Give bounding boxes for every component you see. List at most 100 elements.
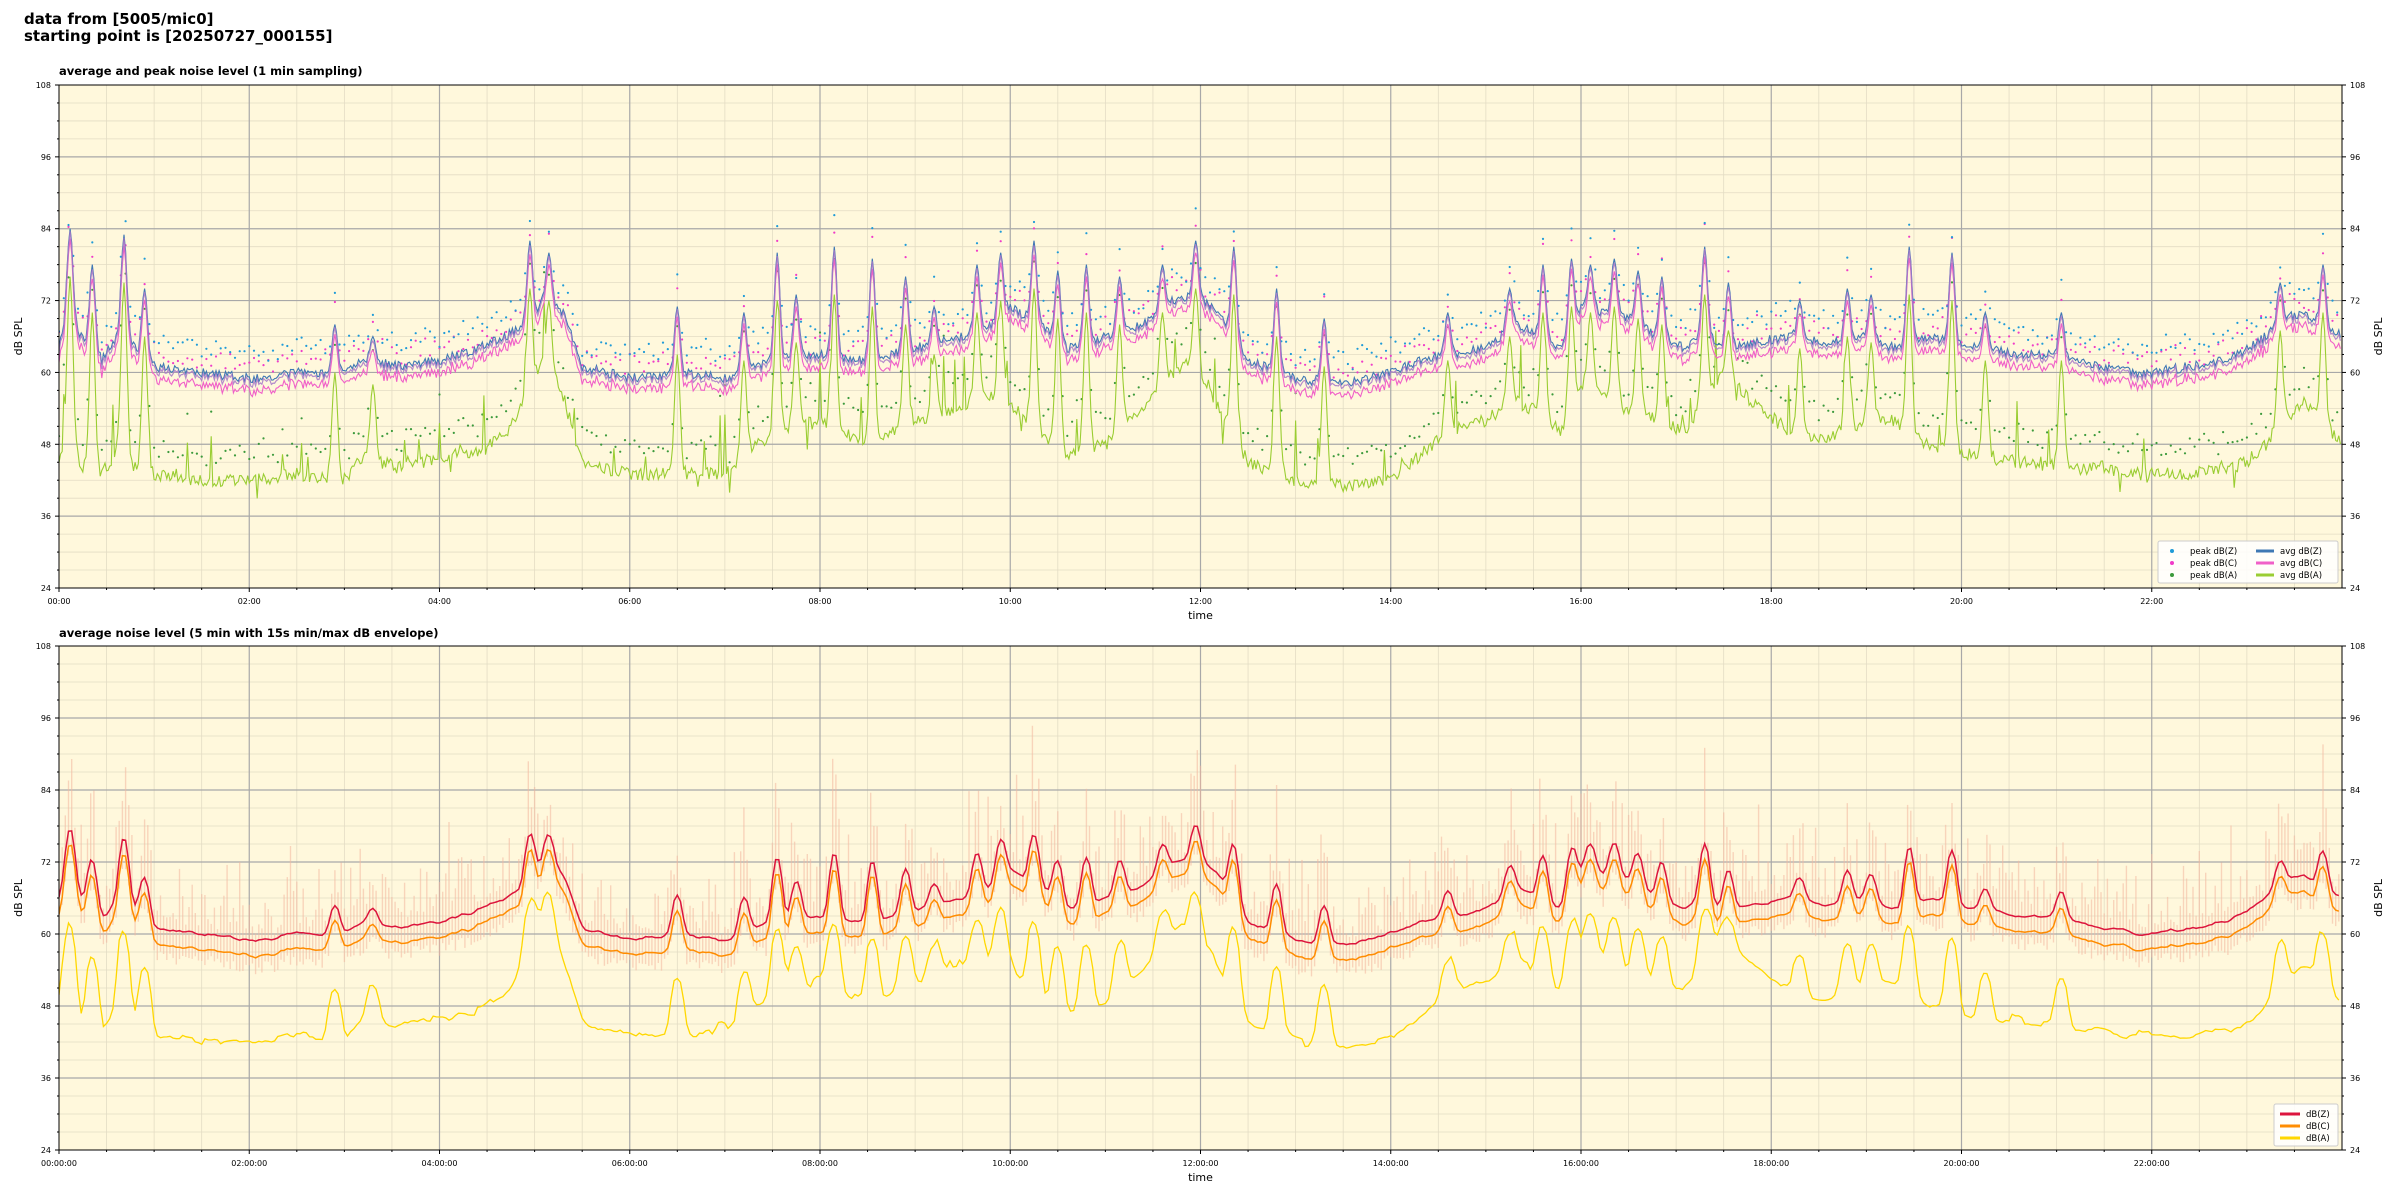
- chart-1-xtick-label: 18:00: [1760, 597, 1783, 606]
- chart-1-peak-z-point: [1803, 311, 1806, 314]
- chart-1-peak-z-point: [1793, 307, 1797, 310]
- chart-1-peak-z-point: [2022, 325, 2025, 329]
- chart-1-peak-z-point: [2003, 323, 2006, 326]
- chart-1-peak-z-point: [2093, 335, 2096, 338]
- chart-1-peak-z-point: [2222, 333, 2225, 336]
- chart-1-peak-a-point: [100, 448, 103, 451]
- chart-1-peak-z-point: [1527, 315, 1530, 318]
- chart-1-peak-c-point: [2203, 363, 2206, 366]
- chart-2-ytick-label-left: 84: [41, 786, 51, 795]
- chart-1-peak-a-point: [462, 417, 465, 420]
- chart-1-peak-z-point: [980, 284, 983, 287]
- chart-1-peak-a-point: [1437, 411, 1440, 415]
- chart-1-peak-c-point: [1142, 303, 1145, 306]
- chart-1-peak-a-point: [1465, 401, 1468, 404]
- chart-1-peak-c-point: [1128, 309, 1131, 312]
- chart-1-peak-c-point: [823, 339, 826, 342]
- chart-1-peak-c-point: [2174, 344, 2177, 347]
- chart-1-peak-c-point: [723, 357, 727, 360]
- chart-1-peak-c-point: [1908, 235, 1911, 238]
- chart-1-peak-z-point: [2188, 338, 2191, 341]
- source-line: data from [5005/mic0]: [24, 10, 214, 28]
- chart-1-peak-z-point: [990, 301, 993, 304]
- chart-1-peak-c-point: [1337, 368, 1340, 371]
- chart-1-peak-c-point: [1199, 268, 1202, 271]
- chart-1-peak-z-point: [1722, 307, 1725, 311]
- chart-1-peak-c-point: [1313, 365, 1316, 368]
- chart-1-peak-a-point: [2008, 436, 2011, 439]
- chart-1-peak-c-point: [1846, 269, 1849, 272]
- chart-1-peak-c-point: [1170, 276, 1174, 279]
- chart-1-peak-a-point: [1199, 328, 1202, 331]
- chart-1-peak-z-point: [595, 348, 598, 351]
- chart-1-peak-c-point: [871, 235, 874, 238]
- chart-1-peak-a-point: [1113, 381, 1116, 385]
- chart-1-peak-c-point: [766, 347, 769, 350]
- chart-1-peak-c-point: [1389, 354, 1392, 357]
- chart-2-ytick-label-right: 24: [2350, 1146, 2360, 1155]
- chart-1-peak-a-point: [1161, 286, 1164, 290]
- chart-1-peak-a-point: [2046, 431, 2049, 434]
- chart-1-peak-a-point: [162, 440, 165, 443]
- chart-2-xtick-label: 14:00:00: [1373, 1159, 1409, 1168]
- chart-1-peak-a-point: [1365, 450, 1369, 453]
- chart-1-peak-z-point: [1931, 313, 1935, 316]
- chart-1-peak-z-point: [2312, 297, 2315, 300]
- chart-1-peak-z-point: [785, 325, 788, 328]
- chart-1-peak-c-point: [2336, 313, 2339, 317]
- chart-1-peak-a-point: [1884, 393, 1887, 396]
- chart-1-peak-a-point: [286, 454, 289, 457]
- chart-1-peak-c-point: [2050, 338, 2053, 341]
- chart-2-xlabel: time: [1188, 1171, 1213, 1184]
- chart-1-peak-z-point: [1427, 329, 1430, 332]
- chart-1-peak-z-point: [1356, 347, 1359, 350]
- chart-1-peak-a-point: [1175, 332, 1178, 335]
- chart-1-peak-c-point: [952, 324, 955, 327]
- chart-1-peak-c-point: [918, 336, 922, 339]
- chart-1-peak-a-point: [638, 445, 641, 448]
- chart-1-peak-c-point: [1746, 327, 1749, 330]
- chart-1-peak-a-point: [409, 428, 413, 431]
- start-line: starting point is [20250727_000155]: [24, 27, 333, 45]
- chart-1-peak-c-point: [291, 353, 294, 356]
- chart-1-peak-c-point: [600, 362, 603, 365]
- chart-1-peak-a-point: [2321, 289, 2325, 292]
- chart-1-peak-z-point: [157, 342, 160, 345]
- chart-1-peak-z-point: [1893, 318, 1896, 321]
- chart-1-peak-a-point: [1893, 392, 1896, 395]
- chart-1-peak-c-point: [980, 299, 983, 302]
- chart-1-peak-z-point: [628, 353, 631, 356]
- chart-1-peak-c-point: [1318, 345, 1321, 348]
- chart-1-peak-z-point: [2198, 342, 2201, 346]
- chart-1-peak-c-point: [324, 348, 327, 351]
- chart-1-peak-z-point: [1846, 256, 1849, 259]
- chart-1-peak-a-point: [1422, 425, 1426, 428]
- chart-1-peak-z-point: [2088, 338, 2091, 341]
- chart-1-peak-c-point: [861, 339, 864, 342]
- chart-1-ytick-label-right: 48: [2350, 440, 2360, 449]
- chart-1-peak-z-point: [1969, 313, 1973, 316]
- chart-1-peak-z-point: [790, 323, 793, 326]
- chart-1-xtick-label: 00:00: [47, 597, 70, 606]
- chart-1-peak-z-point: [1475, 324, 1478, 327]
- chart-1-peak-a-point: [1356, 454, 1359, 458]
- chart-1-peak-z-point: [552, 270, 555, 273]
- chart-1-peak-z-point: [2079, 336, 2082, 339]
- chart-1-peak-z-point: [1113, 298, 1116, 301]
- chart-1-peak-c-point: [181, 362, 184, 365]
- chart-1-peak-c-point: [571, 323, 574, 326]
- chart-1-peak-a-point: [2307, 386, 2310, 389]
- chart-1-peak-z-point: [1004, 284, 1007, 288]
- chart-1-peak-a-point: [1641, 367, 1644, 370]
- chart-1-peak-c-point: [1646, 310, 1649, 313]
- chart-1-peak-a-point: [1361, 452, 1364, 455]
- chart-1-peak-z-point: [367, 335, 370, 338]
- chart-1-peak-a-point: [752, 427, 755, 430]
- chart-1-peak-a-point: [1513, 366, 1516, 369]
- chart-1-peak-z-point: [233, 356, 237, 359]
- chart-1-peak-c-point: [205, 357, 208, 361]
- chart-1-peak-c-point: [1860, 327, 1863, 331]
- chart-2-ytick-label-right: 108: [2350, 642, 2365, 651]
- chart-1-peak-z-point: [1109, 322, 1112, 325]
- chart-1-peak-z-point: [2288, 281, 2291, 285]
